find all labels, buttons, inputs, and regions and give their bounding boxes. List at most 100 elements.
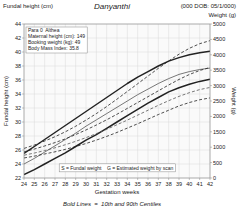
x-grid-line <box>168 24 169 178</box>
x-tick-label: 42 <box>207 181 213 187</box>
series-line <box>24 87 210 155</box>
y2-tick <box>210 85 212 86</box>
x-tick-label: 41 <box>197 181 203 187</box>
x-tick <box>44 178 45 180</box>
x-grid-line <box>148 24 149 178</box>
series-group <box>24 41 210 175</box>
y2-tick-label: 4500 <box>213 36 225 42</box>
y2-tick-label: 1000 <box>213 144 225 150</box>
info-box: Para 0 AltheaMaternal height (cm): 149Bo… <box>26 27 87 53</box>
x-tick <box>96 178 97 180</box>
x-axis-label: Gestation weeks <box>95 189 139 195</box>
top-right-label: Weight (g) <box>208 12 236 18</box>
x-tick <box>86 178 87 180</box>
y2-tick-label: 500 <box>213 160 222 166</box>
y-tick <box>22 108 24 109</box>
chart: 2425262728293031323334353637383940414222… <box>0 0 239 211</box>
x-tick <box>34 178 35 180</box>
footnote: Bold Lines = 10th and 90th Centiles <box>63 201 161 207</box>
y2-tick <box>210 147 212 148</box>
y2-axis-label: Weight (g) <box>231 87 237 115</box>
y2-tick-label: 2500 <box>213 98 225 104</box>
x-tick-label: 30 <box>83 181 89 187</box>
x-tick-label: 39 <box>176 181 182 187</box>
y-tick <box>22 38 24 39</box>
x-tick-label: 38 <box>166 181 172 187</box>
y-tick <box>22 94 24 95</box>
y-tick-label: 32 <box>15 105 21 111</box>
y-tick-label: 34 <box>15 91 21 97</box>
y2-tick-label: 4000 <box>213 52 225 58</box>
x-tick <box>65 178 66 180</box>
y2-tick <box>210 39 212 40</box>
plot-frame <box>24 24 210 178</box>
x-tick <box>75 178 76 180</box>
y2-tick <box>210 131 212 132</box>
x-tick-label: 33 <box>114 181 120 187</box>
series-line <box>24 51 210 153</box>
x-grid-line <box>189 24 190 178</box>
x-tick-label: 24 <box>21 181 27 187</box>
series-line <box>24 98 210 158</box>
y2-tick <box>210 70 212 71</box>
x-tick-label: 28 <box>62 181 68 187</box>
y-tick <box>22 122 24 123</box>
y-tick <box>22 80 24 81</box>
y-tick-label: 38 <box>15 63 21 69</box>
y-grid-line <box>24 136 210 137</box>
x-tick-label: 26 <box>42 181 48 187</box>
y2-tick <box>210 24 212 25</box>
x-grid-line <box>117 24 118 178</box>
y-grid-line <box>24 150 210 151</box>
y2-tick-label: 3500 <box>213 67 225 73</box>
plot-area <box>24 24 210 178</box>
x-tick-label: 25 <box>31 181 37 187</box>
subtitle: (000 DOB: 05/1/000) <box>181 3 236 9</box>
y-tick <box>22 52 24 53</box>
y-tick <box>22 24 24 25</box>
info-box-frame <box>26 27 87 53</box>
x-tick <box>168 178 169 180</box>
y2-tick <box>210 178 212 179</box>
y-grid-line <box>24 80 210 81</box>
y2-tick-label: 3000 <box>213 83 225 89</box>
x-tick <box>127 178 128 180</box>
x-grid-line <box>179 24 180 178</box>
legend-text-box: S = Fundal weight G = Estimated weight b… <box>59 164 175 172</box>
x-grid-line <box>158 24 159 178</box>
x-tick <box>24 178 25 180</box>
y2-tick <box>210 116 212 117</box>
x-tick-label: 35 <box>135 181 141 187</box>
x-tick <box>158 178 159 180</box>
y-tick-label: 26 <box>15 147 21 153</box>
x-tick <box>199 178 200 180</box>
info-line: Body Mass Index: 35.8 <box>28 45 79 51</box>
title: Danyanthi <box>94 2 130 11</box>
legend-text-frame <box>59 164 175 172</box>
y2-tick-label: 5000 <box>213 21 225 27</box>
x-tick <box>189 178 190 180</box>
y-grid-line <box>24 66 210 67</box>
grid <box>24 24 210 178</box>
y-tick-label: 40 <box>15 49 21 55</box>
x-tick-label: 32 <box>104 181 110 187</box>
x-tick-label: 34 <box>124 181 130 187</box>
y-tick-label: 44 <box>15 21 21 27</box>
series-line <box>24 67 210 151</box>
x-grid-line <box>199 24 200 178</box>
x-tick <box>210 178 211 180</box>
y-tick <box>22 136 24 137</box>
x-tick-label: 36 <box>145 181 151 187</box>
y-tick-label: 28 <box>15 133 21 139</box>
y2-tick <box>210 101 212 102</box>
y-tick-label: 22 <box>15 175 21 181</box>
y-axis-label: Fundal height (cm) <box>3 76 9 126</box>
y-tick <box>22 66 24 67</box>
x-tick-label: 29 <box>73 181 79 187</box>
y-tick-label: 36 <box>15 77 21 83</box>
x-grid-line <box>96 24 97 178</box>
x-tick-label: 27 <box>52 181 58 187</box>
top-left-label: Fundal height (cm) <box>3 3 53 9</box>
y-tick-label: 24 <box>15 161 21 167</box>
x-tick <box>148 178 149 180</box>
